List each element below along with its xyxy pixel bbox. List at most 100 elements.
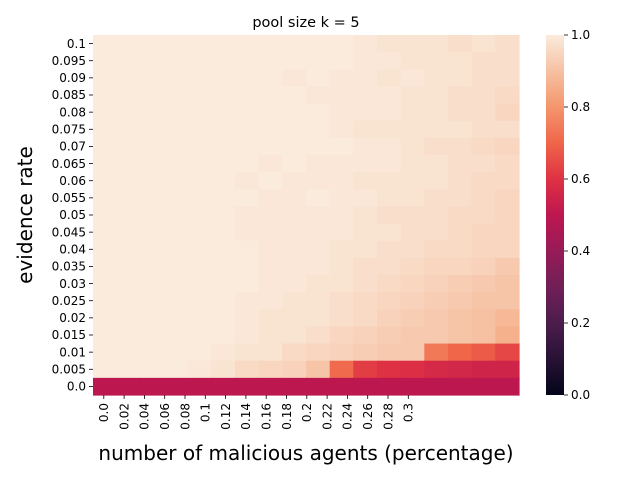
heatmap-cell: [353, 326, 378, 345]
heatmap-cell: [211, 172, 236, 190]
x-tick-label: 0.28: [381, 403, 395, 430]
y-tick-label: 0.03: [59, 277, 86, 291]
heatmap-cell: [329, 275, 354, 293]
heatmap-cell: [471, 120, 496, 139]
heatmap-cell: [424, 326, 449, 345]
heatmap-cell: [235, 86, 260, 105]
heatmap-cell: [235, 206, 260, 225]
heatmap-cell: [116, 343, 141, 362]
heatmap-cell: [448, 326, 473, 345]
heatmap-cell: [329, 69, 354, 88]
heatmap-cell: [306, 240, 331, 259]
heatmap-cell: [353, 257, 378, 276]
heatmap-cell: [93, 103, 118, 122]
heatmap-cell: [495, 343, 520, 362]
y-axis-title: evidence rate: [13, 146, 37, 284]
heatmap-cell: [187, 69, 212, 88]
heatmap-cell: [93, 172, 118, 190]
heatmap-cell: [377, 223, 402, 242]
heatmap-cells: [93, 35, 520, 396]
heatmap-cell: [329, 189, 354, 208]
heatmap-cell: [424, 206, 449, 225]
heatmap-cell: [329, 360, 354, 379]
heatmap-cell: [164, 103, 189, 122]
heatmap-cell: [329, 377, 354, 396]
heatmap-cell: [448, 120, 473, 139]
heatmap-cell: [116, 257, 141, 276]
heatmap-cell: [282, 223, 307, 242]
heatmap-cell: [140, 292, 165, 310]
heatmap-cell: [400, 52, 425, 70]
y-tick-label: 0.075: [52, 122, 86, 136]
heatmap-cell: [93, 69, 118, 88]
heatmap-cell: [329, 292, 354, 310]
heatmap-cell: [377, 275, 402, 293]
heatmap-cell: [400, 292, 425, 310]
heatmap-cell: [282, 343, 307, 362]
x-tick-label: 0.06: [158, 403, 172, 430]
y-tick-label: 0.1: [67, 37, 86, 51]
heatmap-cell: [471, 377, 496, 396]
heatmap-cell: [116, 103, 141, 122]
heatmap-cell: [448, 275, 473, 293]
y-tick-label: 0.01: [59, 345, 86, 359]
heatmap-cell: [400, 137, 425, 156]
heatmap-cell: [211, 240, 236, 259]
heatmap-cell: [495, 377, 520, 396]
heatmap-cell: [187, 257, 212, 276]
heatmap-cell: [282, 275, 307, 293]
heatmap-cell: [495, 275, 520, 293]
heatmap-cell: [187, 223, 212, 242]
colorbar-tick-label: 0.2: [571, 316, 590, 330]
heatmap-cell: [329, 137, 354, 156]
heatmap-cell: [424, 69, 449, 88]
heatmap-cell: [258, 120, 283, 139]
heatmap-cell: [495, 103, 520, 122]
heatmap-cell: [164, 292, 189, 310]
heatmap-cell: [235, 326, 260, 345]
x-tick-label: 0.2: [300, 403, 314, 422]
heatmap-cell: [377, 343, 402, 362]
heatmap-cell: [471, 69, 496, 88]
heatmap-cell: [495, 155, 520, 173]
heatmap-cell: [495, 257, 520, 276]
heatmap-cell: [306, 189, 331, 208]
heatmap-cell: [377, 52, 402, 70]
heatmap-cell: [211, 360, 236, 379]
heatmap-cell: [140, 360, 165, 379]
heatmap-cell: [495, 69, 520, 88]
heatmap-cell: [353, 189, 378, 208]
heatmap-cell: [424, 52, 449, 70]
heatmap-cell: [424, 343, 449, 362]
heatmap-cell: [116, 377, 141, 396]
heatmap-cell: [93, 35, 118, 53]
heatmap-cell: [424, 189, 449, 208]
heatmap-cell: [306, 86, 331, 105]
heatmap-cell: [164, 377, 189, 396]
heatmap-cell: [140, 223, 165, 242]
x-axis-title: number of malicious agents (percentage): [98, 441, 513, 465]
heatmap-cell: [140, 69, 165, 88]
heatmap-cell: [448, 309, 473, 328]
heatmap-cell: [495, 137, 520, 156]
heatmap-cell: [448, 360, 473, 379]
heatmap-cell: [329, 240, 354, 259]
heatmap-cell: [187, 343, 212, 362]
heatmap-cell: [353, 86, 378, 105]
heatmap-cell: [164, 223, 189, 242]
heatmap-cell: [306, 206, 331, 225]
heatmap-cell: [424, 377, 449, 396]
y-tick-label: 0.035: [52, 260, 86, 274]
heatmap-cell: [258, 343, 283, 362]
heatmap-cell: [495, 172, 520, 190]
heatmap-cell: [164, 309, 189, 328]
heatmap-cell: [187, 360, 212, 379]
heatmap-cell: [424, 223, 449, 242]
heatmap-cell: [116, 326, 141, 345]
heatmap-cell: [116, 137, 141, 156]
heatmap-cell: [448, 86, 473, 105]
colorbar-tick-label: 0.4: [571, 244, 590, 258]
heatmap-cell: [400, 69, 425, 88]
heatmap-cell: [353, 343, 378, 362]
